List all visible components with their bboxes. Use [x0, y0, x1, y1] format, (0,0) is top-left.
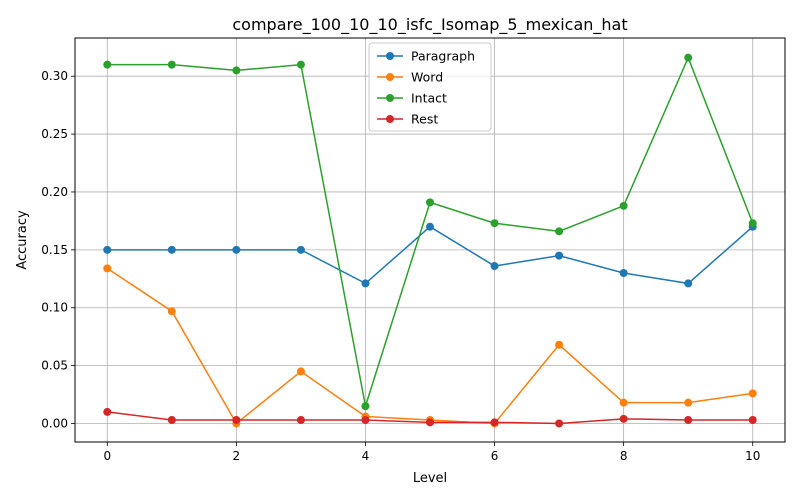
y-tick-label: 0.10	[41, 301, 68, 315]
y-tick-label: 0.30	[41, 69, 68, 83]
data-point-word	[619, 398, 628, 407]
x-tick-label: 10	[745, 449, 760, 463]
y-tick-label: 0.20	[41, 185, 68, 199]
y-tick-label: 0.00	[41, 416, 68, 430]
legend-label-word: Word	[411, 70, 443, 85]
data-point-word	[296, 367, 305, 376]
data-point-paragraph	[684, 279, 693, 288]
legend-label-rest: Rest	[411, 112, 438, 127]
data-point-paragraph	[296, 245, 305, 254]
y-tick-label: 0.25	[41, 127, 68, 141]
x-tick-label: 8	[620, 449, 628, 463]
data-point-rest	[748, 416, 757, 425]
data-point-intact	[555, 227, 564, 236]
data-point-word	[748, 389, 757, 398]
data-point-intact	[167, 60, 176, 69]
legend-marker-paragraph	[386, 52, 394, 60]
data-point-intact	[748, 219, 757, 228]
data-point-word	[103, 264, 112, 273]
data-point-intact	[426, 198, 434, 207]
data-point-paragraph	[361, 279, 370, 288]
data-point-word	[555, 340, 564, 349]
y-tick-label: 0.15	[41, 243, 68, 257]
x-axis-label: Level	[413, 471, 447, 486]
legend-marker-intact	[386, 94, 394, 102]
legend-box	[368, 42, 492, 132]
data-point-paragraph	[490, 262, 499, 271]
plot-frame	[74, 37, 786, 443]
grid	[75, 38, 785, 442]
data-point-rest	[167, 416, 176, 425]
data-point-paragraph	[167, 245, 176, 254]
data-point-word	[684, 398, 693, 407]
y-axis-label: Accuracy	[15, 210, 30, 270]
data-point-intact	[103, 60, 112, 69]
data-point-paragraph	[619, 268, 628, 277]
series-layer	[103, 53, 757, 428]
chart-title: compare_100_10_10_isfc_Isomap_5_mexican_…	[232, 15, 627, 35]
x-tick-label: 6	[491, 449, 499, 463]
legend: Paragraph Word Intact Rest	[368, 42, 492, 132]
data-point-rest	[426, 418, 434, 427]
legend-label-intact: Intact	[411, 91, 447, 106]
axis-ticks: 0 2 4 6 8 10 0.00 0.05 0.10 0.15 0.20 0.25 0.30	[41, 69, 760, 463]
data-point-paragraph	[232, 245, 241, 254]
data-point-intact	[361, 402, 370, 411]
data-point-rest	[684, 416, 693, 425]
data-point-intact	[490, 219, 499, 228]
legend-label-paragraph: Paragraph	[411, 49, 475, 64]
data-point-paragraph	[103, 245, 112, 254]
data-point-paragraph	[426, 222, 434, 231]
x-tick-label: 2	[233, 449, 241, 463]
data-point-paragraph	[555, 251, 564, 260]
data-point-rest	[555, 419, 564, 428]
x-tick-label: 0	[103, 449, 111, 463]
legend-marker-rest	[386, 115, 394, 123]
data-point-intact	[232, 66, 241, 75]
y-tick-label: 0.05	[41, 359, 68, 373]
data-point-rest	[296, 416, 305, 425]
data-point-rest	[103, 407, 112, 416]
legend-marker-word	[386, 73, 394, 81]
data-point-intact	[296, 60, 305, 69]
data-point-word	[167, 307, 176, 316]
data-point-intact	[619, 201, 628, 210]
data-point-rest	[361, 416, 370, 425]
data-point-rest	[490, 418, 499, 427]
x-tick-label: 4	[362, 449, 370, 463]
data-point-rest	[619, 414, 628, 423]
data-point-rest	[232, 416, 241, 425]
data-point-intact	[684, 53, 693, 62]
